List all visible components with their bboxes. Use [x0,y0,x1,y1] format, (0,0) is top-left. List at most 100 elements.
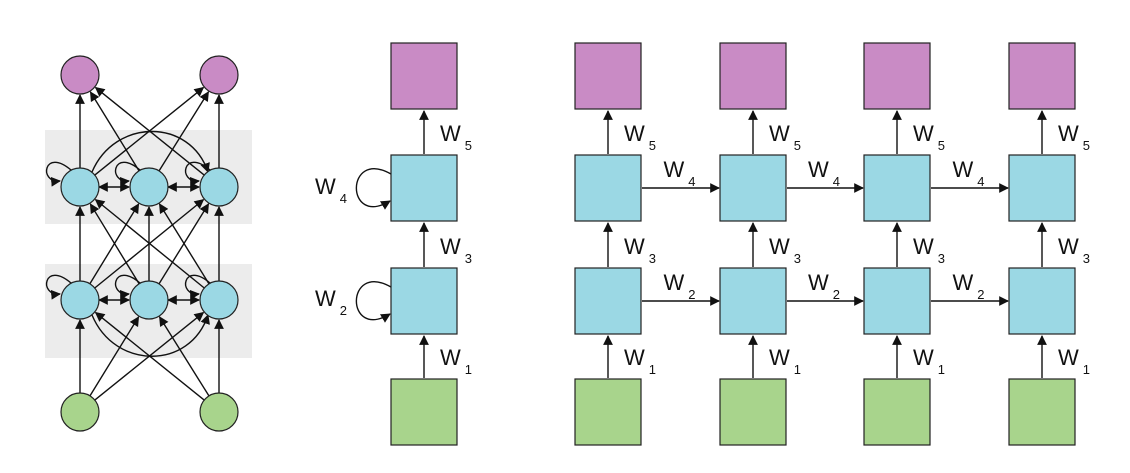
edge-h2-1-out-0 [89,91,140,172]
label-unrolled-w3-0-base: W [624,234,645,259]
hidden1-node-2 [199,280,239,320]
unrolled-hidden1-node-0 [574,267,642,335]
label-folded-w1-sub: 1 [465,362,472,377]
network-graph [45,55,252,432]
label-unrolled-w5-3-sub: 5 [1083,138,1090,153]
unrolled-hidden2-node-0 [574,154,642,222]
label-unrolled-w5-2-base: W [913,121,934,146]
unrolled-input-node-0 [574,378,642,446]
edge-h1-recurrent-arc [91,314,210,357]
unrolled-hidden1-node-3 [1008,267,1076,335]
unrolled-hidden2-node-2 [863,154,931,222]
unrolled-input-node-2 [863,378,931,446]
label-unrolled-w1-2-sub: 1 [938,362,945,377]
input-node-1 [199,392,239,432]
edge-h1-2-h2-0 [94,198,205,289]
hidden1-node-1 [129,280,169,320]
label-folded-w4-sub: 4 [340,191,347,206]
label-unrolled-w2-1-sub: 2 [833,287,840,302]
self-loop-h2-0 [45,161,72,187]
unrolled-output-node-0 [574,42,642,110]
folded-loop-w2 [355,281,392,323]
hidden2-node-2 [199,167,239,207]
label-unrolled-w4-0-base: W [664,157,685,182]
label-unrolled-w1-1-sub: 1 [794,362,801,377]
label-unrolled-w3-0-sub: 3 [649,251,656,266]
unrolled-input-node-3 [1008,378,1076,446]
label-folded-w2-base: W [315,286,336,311]
label-unrolled-w3-1-base: W [769,234,790,259]
label-unrolled-w4-1-sub: 4 [833,174,840,189]
label-unrolled-w3-2-base: W [913,234,934,259]
edge-h2-recurrent-arc [91,130,210,173]
folded-input-node [390,378,458,446]
unrolled-hidden2-node-3 [1008,154,1076,222]
label-unrolled-w2-0-sub: 2 [688,287,695,302]
unrolled-output-node-3 [1008,42,1076,110]
label-unrolled-w2-2-base: W [953,270,974,295]
unrolled-hidden2-node-1 [719,154,787,222]
unrolled-rnn: W 5W 3W 1W 4W 2W 5W 3W 1W 4W 2W 5W 3W 1W 4W 2W 5W 3W 1 [574,42,1090,446]
hidden1-node-0 [60,280,100,320]
label-unrolled-w1-3-sub: 1 [1083,362,1090,377]
label-folded-w3-base: W [440,234,461,259]
label-unrolled-w3-1-sub: 3 [794,251,801,266]
unrolled-input-node-1 [719,378,787,446]
label-unrolled-w1-0-base: W [624,345,645,370]
self-loop-h2-2 [184,161,211,187]
label-unrolled-w4-1-base: W [808,157,829,182]
input-node-0 [60,392,100,432]
label-unrolled-w4-0-sub: 4 [688,174,695,189]
label-unrolled-w3-3-sub: 3 [1083,251,1090,266]
label-unrolled-w4-2-base: W [953,157,974,182]
edge-h2-1-out-1 [158,91,209,172]
label-unrolled-w1-0-sub: 1 [649,362,656,377]
folded-rnn: W 5W 3W 1W 4W 2 [315,42,472,446]
edge-h1-2-h2-1 [158,203,210,285]
label-unrolled-w4-2-sub: 4 [977,174,984,189]
label-unrolled-w2-2-sub: 2 [977,287,984,302]
folded-hidden1-node [390,267,458,335]
label-unrolled-w3-3-base: W [1058,234,1079,259]
unrolled-hidden1-node-2 [863,267,931,335]
label-folded-w1-base: W [440,345,461,370]
label-unrolled-w1-1-base: W [769,345,790,370]
label-folded-w5-sub: 5 [465,138,472,153]
edge-in-0-h1-1 [89,316,140,397]
label-unrolled-w5-0-base: W [624,121,645,146]
folded-hidden2-node [390,154,458,222]
edge-in-1-h1-1 [159,316,210,397]
self-loop-h1-2 [184,274,211,300]
label-unrolled-w3-2-sub: 3 [938,251,945,266]
folded-output-node [390,42,458,110]
self-loop-h1-1 [114,274,141,300]
label-unrolled-w5-3-base: W [1058,121,1079,146]
unrolled-hidden1-node-1 [719,267,787,335]
hidden2-node-1 [129,167,169,207]
output-node-1 [199,55,239,95]
label-folded-w4-base: W [315,174,336,199]
label-folded-w2-sub: 2 [340,303,347,318]
output-node-0 [60,55,100,95]
label-unrolled-w2-0-base: W [664,270,685,295]
label-unrolled-w5-0-sub: 5 [649,138,656,153]
label-unrolled-w1-2-base: W [913,345,934,370]
edge-h1-1-h2-0 [89,203,140,285]
label-unrolled-w5-2-sub: 5 [938,138,945,153]
